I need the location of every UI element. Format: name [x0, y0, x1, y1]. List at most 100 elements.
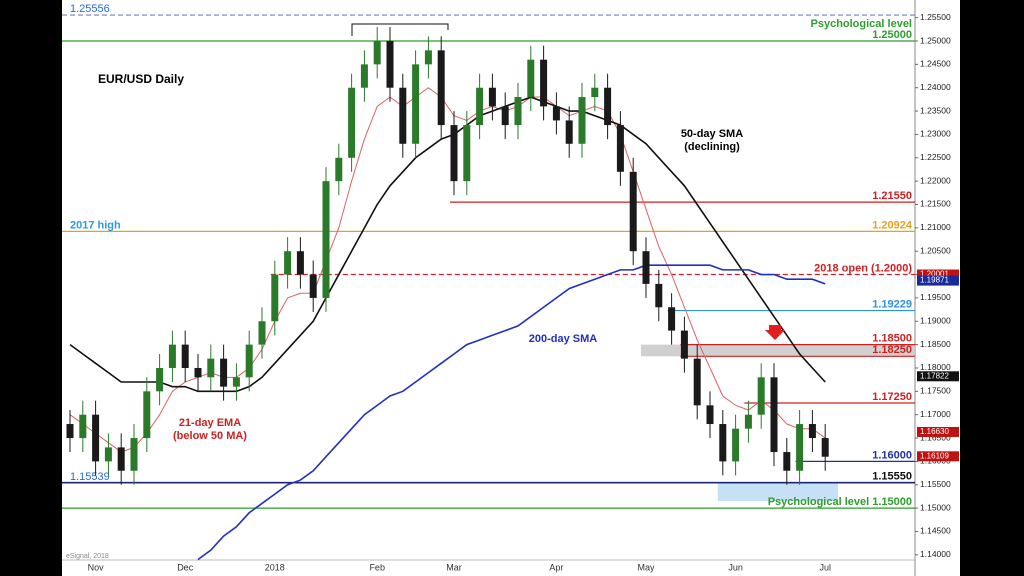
- y-tick-label: 1.25000: [920, 35, 951, 45]
- candle-body: [552, 106, 560, 121]
- x-tick-label: Mar: [446, 562, 462, 572]
- candle-body: [706, 405, 714, 425]
- price-tag: [917, 275, 959, 286]
- level-label: 1.16000: [872, 449, 912, 461]
- level-label: 1.25556: [70, 3, 110, 15]
- candle-body: [732, 428, 740, 462]
- x-tick-label: Dec: [177, 562, 194, 572]
- price-tag-label: 1.16630: [920, 427, 949, 436]
- candle-body: [130, 438, 138, 471]
- y-tick-label: 1.23500: [920, 105, 951, 115]
- candle-body: [783, 452, 791, 471]
- x-tick-label: Nov: [88, 562, 105, 572]
- candle-body: [399, 87, 407, 144]
- range-bracket: [351, 23, 449, 36]
- candle-body: [514, 97, 522, 126]
- candle-body: [616, 125, 624, 172]
- candle-body: [296, 251, 304, 275]
- x-tick-label: Apr: [549, 562, 563, 572]
- x-tick-label: Jul: [819, 562, 831, 572]
- candle-body: [271, 274, 279, 322]
- y-tick-label: 1.16500: [920, 432, 951, 442]
- candle-body: [629, 171, 637, 252]
- y-tick-label: 1.24000: [920, 82, 951, 92]
- candle-body: [719, 424, 727, 462]
- candle-body: [501, 106, 509, 126]
- candle-body: [770, 377, 778, 453]
- source: eSignal, 2018: [66, 553, 109, 560]
- level-label: 1.15550: [872, 470, 912, 482]
- candle-body: [821, 438, 829, 457]
- candle-body: [232, 377, 240, 387]
- price-tag-label: 1.19871: [920, 276, 949, 285]
- candle-body: [578, 97, 586, 144]
- candle-body: [143, 391, 151, 439]
- level-label: 1.18500: [872, 333, 912, 345]
- candle-body: [476, 87, 484, 126]
- ema21-label: 21-day EMA: [179, 417, 241, 429]
- candle-body: [386, 41, 394, 88]
- price-tag: [917, 426, 959, 437]
- price-tag: [917, 451, 959, 462]
- candle-body: [796, 424, 804, 471]
- level-name: Psychological level: [811, 18, 913, 30]
- y-tick-label: 1.22000: [920, 175, 951, 185]
- sma50-label: 50-day SMA: [681, 128, 743, 140]
- level-label: Psychological level 1.15000: [768, 496, 912, 508]
- candle-body: [168, 344, 176, 368]
- y-tick-label: 1.15500: [920, 479, 951, 489]
- y-tick-label: 1.14000: [920, 549, 951, 559]
- x-tick-label: 2018: [265, 562, 285, 572]
- y-tick-label: 1.18000: [920, 362, 951, 372]
- candle-body: [693, 358, 701, 406]
- candle-body: [348, 87, 356, 158]
- candle-body: [92, 414, 100, 462]
- candle-body: [309, 274, 317, 298]
- candle-body: [591, 87, 599, 98]
- candle-body: [322, 181, 330, 298]
- candle-body: [527, 59, 535, 98]
- candle-body: [808, 424, 816, 439]
- candle-body: [220, 358, 228, 387]
- x-tick-label: Jun: [728, 562, 743, 572]
- level-label: 1.25000: [872, 29, 912, 41]
- y-tick-label: 1.18500: [920, 339, 951, 349]
- moving-average-line: [69, 96, 826, 393]
- level-label: 1.15539: [70, 471, 110, 483]
- y-tick-label: 1.22500: [920, 152, 951, 162]
- y-tick-label: 1.23000: [920, 129, 951, 139]
- y-tick-label: 1.25500: [920, 12, 951, 22]
- candle-body: [66, 424, 74, 439]
- candle-body: [642, 251, 650, 284]
- level-label: 1.18250: [872, 344, 912, 356]
- candle-body: [757, 377, 765, 415]
- candle-body: [117, 447, 125, 471]
- candle-body: [668, 307, 676, 331]
- ema21-label: (below 50 MA): [173, 430, 247, 442]
- y-tick-label: 1.21000: [920, 222, 951, 232]
- x-tick-label: May: [637, 562, 655, 572]
- y-tick-label: 1.17500: [920, 386, 951, 396]
- candle-body: [424, 50, 432, 65]
- chart-title: EUR/USD Daily: [98, 72, 184, 86]
- price-tag-label: 1.16109: [920, 451, 949, 460]
- zone: [717, 482, 838, 502]
- sma200-label: 200-day SMA: [529, 333, 598, 345]
- y-tick-label: 1.20500: [920, 245, 951, 255]
- sma50-label: (declining): [684, 141, 740, 153]
- candle-body: [207, 358, 215, 378]
- candle-body: [450, 125, 458, 182]
- candle-body: [373, 41, 381, 65]
- level-label: 1.17250: [872, 391, 912, 403]
- candle-body: [463, 125, 471, 182]
- candle-body: [488, 87, 496, 107]
- candle-body: [540, 59, 548, 107]
- level-name: 2017 high: [70, 219, 121, 231]
- price-tag-label: 1.20001: [920, 270, 949, 279]
- level-label: 1.21550: [872, 190, 912, 202]
- moving-average-line: [69, 87, 826, 453]
- candle-body: [680, 330, 688, 359]
- y-tick-label: 1.19000: [920, 316, 951, 326]
- candle-body: [284, 251, 292, 275]
